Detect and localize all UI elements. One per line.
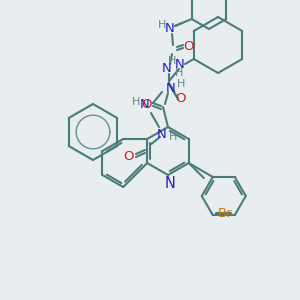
Text: H: H xyxy=(132,97,140,107)
Text: H: H xyxy=(168,56,176,66)
Text: N: N xyxy=(166,82,176,95)
Text: N: N xyxy=(157,128,167,140)
Text: N: N xyxy=(175,58,185,70)
Text: H: H xyxy=(158,20,166,30)
Text: O: O xyxy=(184,40,194,52)
Text: H: H xyxy=(175,68,183,78)
Text: O: O xyxy=(176,92,186,104)
Text: N: N xyxy=(165,22,175,35)
Text: N: N xyxy=(140,98,150,112)
Text: H: H xyxy=(169,132,177,142)
Text: Br: Br xyxy=(218,207,232,220)
Text: O: O xyxy=(124,151,134,164)
Text: O: O xyxy=(142,98,152,110)
Text: H: H xyxy=(177,79,185,89)
Text: N: N xyxy=(165,176,176,190)
Text: N: N xyxy=(162,62,172,76)
